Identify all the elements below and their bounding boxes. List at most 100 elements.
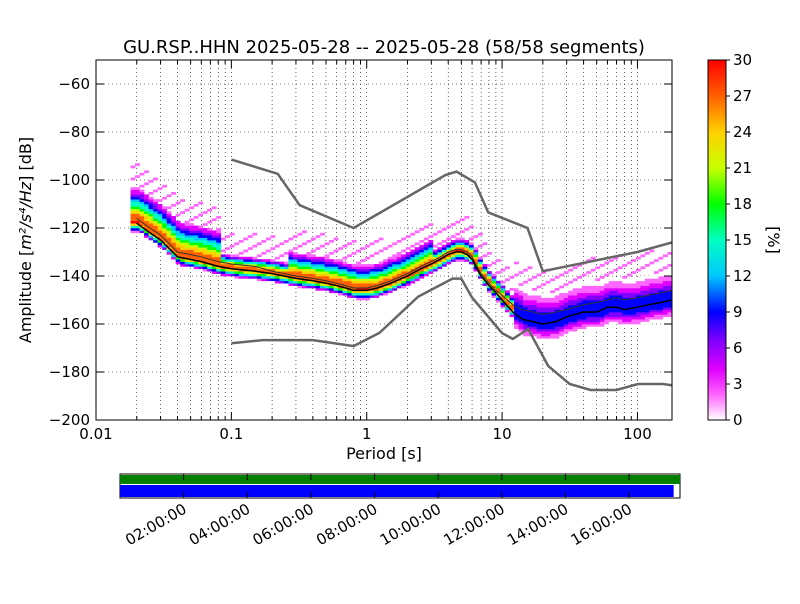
heatmap-cell	[207, 249, 213, 253]
heatmap-cell	[635, 324, 641, 327]
heatmap-cell	[338, 268, 343, 272]
heatmap-cell	[410, 244, 416, 248]
heatmap-cell	[135, 189, 140, 193]
heatmap-cell	[550, 300, 555, 303]
heatmap-cell	[662, 302, 668, 306]
heatmap-cell	[392, 264, 398, 267]
heatmap-cell	[608, 319, 614, 322]
heatmap-cell	[139, 194, 145, 198]
heatmap-cell	[608, 280, 614, 284]
heatmap-cell	[356, 273, 361, 277]
heatmap-cell	[487, 252, 492, 255]
heatmap-cell	[432, 249, 438, 253]
heatmap-cell	[468, 237, 474, 241]
heatmap-cell	[243, 266, 249, 270]
x-tick-label: 100	[623, 425, 652, 443]
heatmap-cell	[649, 288, 655, 291]
heatmap-cell	[586, 321, 592, 325]
heatmap-cell	[649, 300, 655, 303]
heatmap-cell	[347, 295, 352, 298]
heatmap-cell	[554, 292, 560, 296]
heatmap-cell	[261, 240, 267, 243]
heatmap-cell	[198, 249, 204, 253]
heatmap-cell	[468, 261, 474, 265]
heatmap-cell	[347, 278, 352, 282]
heatmap-cell	[324, 280, 330, 284]
heatmap-cell	[459, 230, 465, 234]
heatmap-cell	[292, 276, 298, 279]
heatmap-cell	[130, 218, 136, 222]
heatmap-cell	[527, 316, 533, 320]
heatmap-cell	[658, 297, 664, 301]
heatmap-cell	[153, 177, 158, 181]
heatmap-cell	[193, 235, 199, 238]
heatmap-cell	[175, 254, 181, 258]
heatmap-cell	[139, 230, 145, 234]
heatmap-cell	[577, 288, 583, 291]
heatmap-cell	[626, 283, 632, 286]
heatmap-cell	[518, 288, 524, 291]
heatmap-cell	[315, 266, 321, 270]
heatmap-cell	[441, 228, 447, 231]
heatmap-cell	[184, 235, 190, 238]
heatmap-cell	[437, 256, 443, 260]
heatmap-cell	[581, 297, 587, 301]
heatmap-cell	[306, 252, 312, 255]
heatmap-cell	[207, 266, 213, 270]
heatmap-cell	[550, 297, 555, 301]
heatmap-cell	[577, 321, 583, 325]
heatmap-cell	[166, 194, 172, 198]
heatmap-cell	[189, 223, 195, 226]
heatmap-cell	[455, 220, 461, 224]
heatmap-cell	[428, 261, 434, 265]
heatmap-cell	[599, 276, 605, 279]
heatmap-cell	[568, 319, 574, 322]
heatmap-cell	[130, 213, 136, 217]
heatmap-cell	[518, 304, 524, 308]
heatmap-cell	[175, 223, 181, 226]
heatmap-cell	[162, 184, 167, 188]
heatmap-cell	[324, 288, 330, 291]
heatmap-cell	[437, 259, 443, 262]
heatmap-cell	[419, 271, 425, 274]
heatmap-cell	[414, 259, 420, 262]
heatmap-cell	[514, 300, 519, 303]
heatmap-cell	[505, 297, 510, 301]
heatmap-cell	[644, 307, 650, 310]
heatmap-cell	[392, 254, 398, 258]
heatmap-cell	[455, 249, 461, 253]
heatmap-cell	[302, 271, 307, 274]
heatmap-cell	[311, 285, 316, 289]
heatmap-cell	[640, 312, 646, 315]
heatmap-cell	[220, 268, 226, 272]
heatmap-cell	[283, 273, 289, 277]
heatmap-cell	[581, 300, 587, 303]
heatmap-cell	[423, 254, 429, 258]
heatmap-cell	[243, 256, 249, 260]
heatmap-cell	[135, 163, 140, 166]
heatmap-cell	[563, 328, 569, 332]
heatmap-cell	[148, 223, 154, 226]
heatmap-cell	[450, 249, 456, 253]
heatmap-cell	[130, 225, 136, 229]
heatmap-cell	[202, 228, 208, 231]
heatmap-cell	[211, 266, 217, 270]
heatmap-cell	[315, 261, 321, 265]
heatmap-cell	[261, 273, 267, 277]
colorbar-tick-label: 30	[733, 51, 752, 69]
heatmap-cell	[216, 264, 222, 267]
heatmap-cell	[297, 271, 303, 274]
heatmap-cell	[374, 292, 380, 296]
heatmap-cell	[279, 261, 285, 265]
heatmap-cell	[608, 304, 614, 308]
heatmap-cell	[130, 223, 136, 226]
heatmap-cell	[279, 242, 285, 246]
heatmap-cell	[667, 300, 672, 303]
heatmap-cell	[387, 266, 393, 270]
heatmap-cell	[414, 256, 420, 260]
heatmap-cell	[410, 266, 416, 270]
heatmap-cell	[184, 261, 190, 265]
heatmap-cell	[617, 321, 623, 325]
heatmap-cell	[333, 285, 339, 289]
heatmap-cell	[401, 261, 407, 265]
